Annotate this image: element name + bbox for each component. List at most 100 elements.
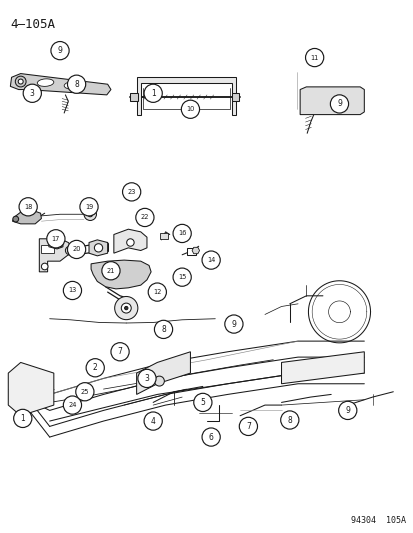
Text: 8: 8 bbox=[161, 325, 166, 334]
Circle shape bbox=[67, 248, 71, 253]
Text: 94304  105A: 94304 105A bbox=[350, 516, 405, 525]
Text: 9: 9 bbox=[57, 46, 62, 55]
Circle shape bbox=[67, 240, 85, 259]
Circle shape bbox=[193, 393, 211, 411]
Circle shape bbox=[13, 216, 19, 222]
Circle shape bbox=[23, 84, 41, 102]
Circle shape bbox=[121, 303, 131, 313]
Circle shape bbox=[280, 411, 298, 429]
Text: 20: 20 bbox=[72, 246, 81, 253]
Circle shape bbox=[148, 283, 166, 301]
Polygon shape bbox=[39, 239, 72, 272]
Circle shape bbox=[138, 369, 156, 387]
Bar bbox=[129, 93, 138, 101]
Text: 11: 11 bbox=[310, 54, 318, 61]
Circle shape bbox=[144, 84, 162, 102]
Polygon shape bbox=[281, 352, 363, 384]
Circle shape bbox=[181, 100, 199, 118]
Circle shape bbox=[239, 417, 257, 435]
Text: 24: 24 bbox=[68, 402, 76, 408]
Text: 7: 7 bbox=[117, 348, 122, 356]
Circle shape bbox=[50, 241, 55, 247]
Circle shape bbox=[47, 230, 65, 248]
Circle shape bbox=[76, 383, 94, 401]
Text: 22: 22 bbox=[140, 214, 149, 221]
Text: 9: 9 bbox=[344, 406, 349, 415]
Circle shape bbox=[202, 251, 220, 269]
Circle shape bbox=[80, 198, 98, 216]
Text: 1: 1 bbox=[20, 414, 25, 423]
Bar bbox=[231, 93, 239, 101]
Text: 1: 1 bbox=[150, 89, 155, 98]
Circle shape bbox=[173, 268, 191, 286]
Polygon shape bbox=[114, 229, 147, 253]
Circle shape bbox=[135, 208, 154, 227]
Text: 23: 23 bbox=[127, 189, 135, 195]
Text: 17: 17 bbox=[52, 236, 60, 242]
Circle shape bbox=[65, 246, 74, 255]
Circle shape bbox=[76, 85, 80, 89]
Circle shape bbox=[122, 183, 140, 201]
Circle shape bbox=[51, 42, 69, 60]
Circle shape bbox=[15, 76, 26, 87]
Circle shape bbox=[111, 343, 129, 361]
Text: 8: 8 bbox=[74, 80, 79, 88]
Text: 9: 9 bbox=[336, 100, 341, 108]
Circle shape bbox=[84, 208, 96, 221]
Polygon shape bbox=[89, 240, 107, 256]
Circle shape bbox=[57, 241, 62, 247]
Circle shape bbox=[19, 198, 37, 216]
Text: 4–105A: 4–105A bbox=[10, 18, 55, 31]
Polygon shape bbox=[91, 260, 151, 289]
Text: 7: 7 bbox=[245, 422, 250, 431]
Polygon shape bbox=[136, 77, 235, 115]
Text: 3: 3 bbox=[30, 89, 35, 98]
Circle shape bbox=[94, 244, 102, 252]
Circle shape bbox=[114, 296, 138, 320]
Text: 19: 19 bbox=[85, 204, 93, 210]
Bar bbox=[41, 245, 54, 253]
Text: 10: 10 bbox=[186, 106, 194, 112]
Ellipse shape bbox=[37, 79, 54, 86]
Circle shape bbox=[18, 79, 23, 84]
Circle shape bbox=[154, 320, 172, 338]
Text: 2: 2 bbox=[93, 364, 97, 372]
Text: 15: 15 bbox=[178, 274, 186, 280]
Polygon shape bbox=[12, 211, 41, 224]
Circle shape bbox=[73, 82, 83, 92]
Text: 18: 18 bbox=[24, 204, 32, 210]
Text: 12: 12 bbox=[153, 289, 161, 295]
Text: 8: 8 bbox=[287, 416, 292, 424]
Circle shape bbox=[126, 239, 134, 246]
Circle shape bbox=[338, 401, 356, 419]
Circle shape bbox=[330, 95, 348, 113]
Circle shape bbox=[144, 412, 162, 430]
Text: 13: 13 bbox=[68, 287, 76, 294]
Text: 5: 5 bbox=[200, 398, 205, 407]
Polygon shape bbox=[8, 362, 54, 416]
Circle shape bbox=[154, 376, 164, 386]
Text: 16: 16 bbox=[178, 230, 186, 237]
Circle shape bbox=[14, 409, 32, 427]
Text: 14: 14 bbox=[206, 257, 215, 263]
Text: 9: 9 bbox=[231, 320, 236, 328]
Circle shape bbox=[305, 49, 323, 67]
Circle shape bbox=[67, 75, 85, 93]
Circle shape bbox=[63, 396, 81, 414]
Text: 25: 25 bbox=[81, 389, 89, 395]
Bar bbox=[187, 248, 196, 255]
Circle shape bbox=[86, 359, 104, 377]
Circle shape bbox=[88, 212, 93, 217]
Circle shape bbox=[202, 428, 220, 446]
Polygon shape bbox=[136, 352, 190, 394]
Text: 4: 4 bbox=[150, 417, 155, 425]
Polygon shape bbox=[49, 239, 63, 249]
Circle shape bbox=[102, 262, 120, 280]
Circle shape bbox=[124, 306, 128, 310]
Text: 21: 21 bbox=[107, 268, 115, 274]
Text: 3: 3 bbox=[144, 374, 149, 383]
Circle shape bbox=[224, 315, 242, 333]
Polygon shape bbox=[10, 74, 111, 95]
Circle shape bbox=[63, 281, 81, 300]
Polygon shape bbox=[192, 247, 199, 254]
